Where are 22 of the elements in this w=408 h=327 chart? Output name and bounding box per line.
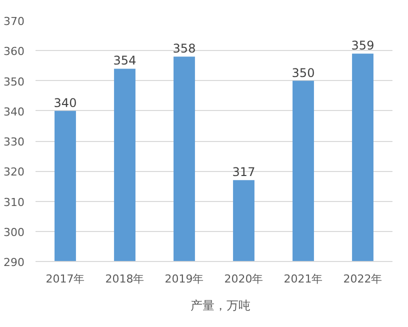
- x-tick-label: 2017年: [46, 272, 85, 286]
- y-tick-label: 330: [4, 136, 25, 148]
- data-label: 350: [292, 66, 315, 80]
- x-tick-label: 2019年: [164, 272, 204, 286]
- data-label: 340: [54, 96, 77, 110]
- data-label: 354: [113, 54, 136, 68]
- x-tick-label: 2018年: [105, 272, 144, 286]
- y-tick-label: 290: [4, 256, 25, 269]
- y-tick-label: 370: [4, 15, 25, 28]
- y-tick-label: 350: [4, 75, 25, 88]
- y-tick-label: 340: [4, 105, 25, 118]
- x-tick-label: 2022年: [343, 272, 382, 286]
- y-tick-label: 360: [4, 45, 25, 58]
- y-tick-label: 310: [4, 196, 25, 209]
- x-tick-label: 2020年: [224, 272, 264, 286]
- data-label: 358: [172, 42, 196, 56]
- data-label: 317: [232, 165, 256, 180]
- text: 产量，万吨: [190, 298, 250, 314]
- x-tick-label: 2021年: [284, 272, 323, 286]
- y-tick-label: 320: [4, 166, 25, 179]
- y-tick-label: 300: [4, 226, 25, 239]
- data-label: 359: [351, 38, 374, 53]
